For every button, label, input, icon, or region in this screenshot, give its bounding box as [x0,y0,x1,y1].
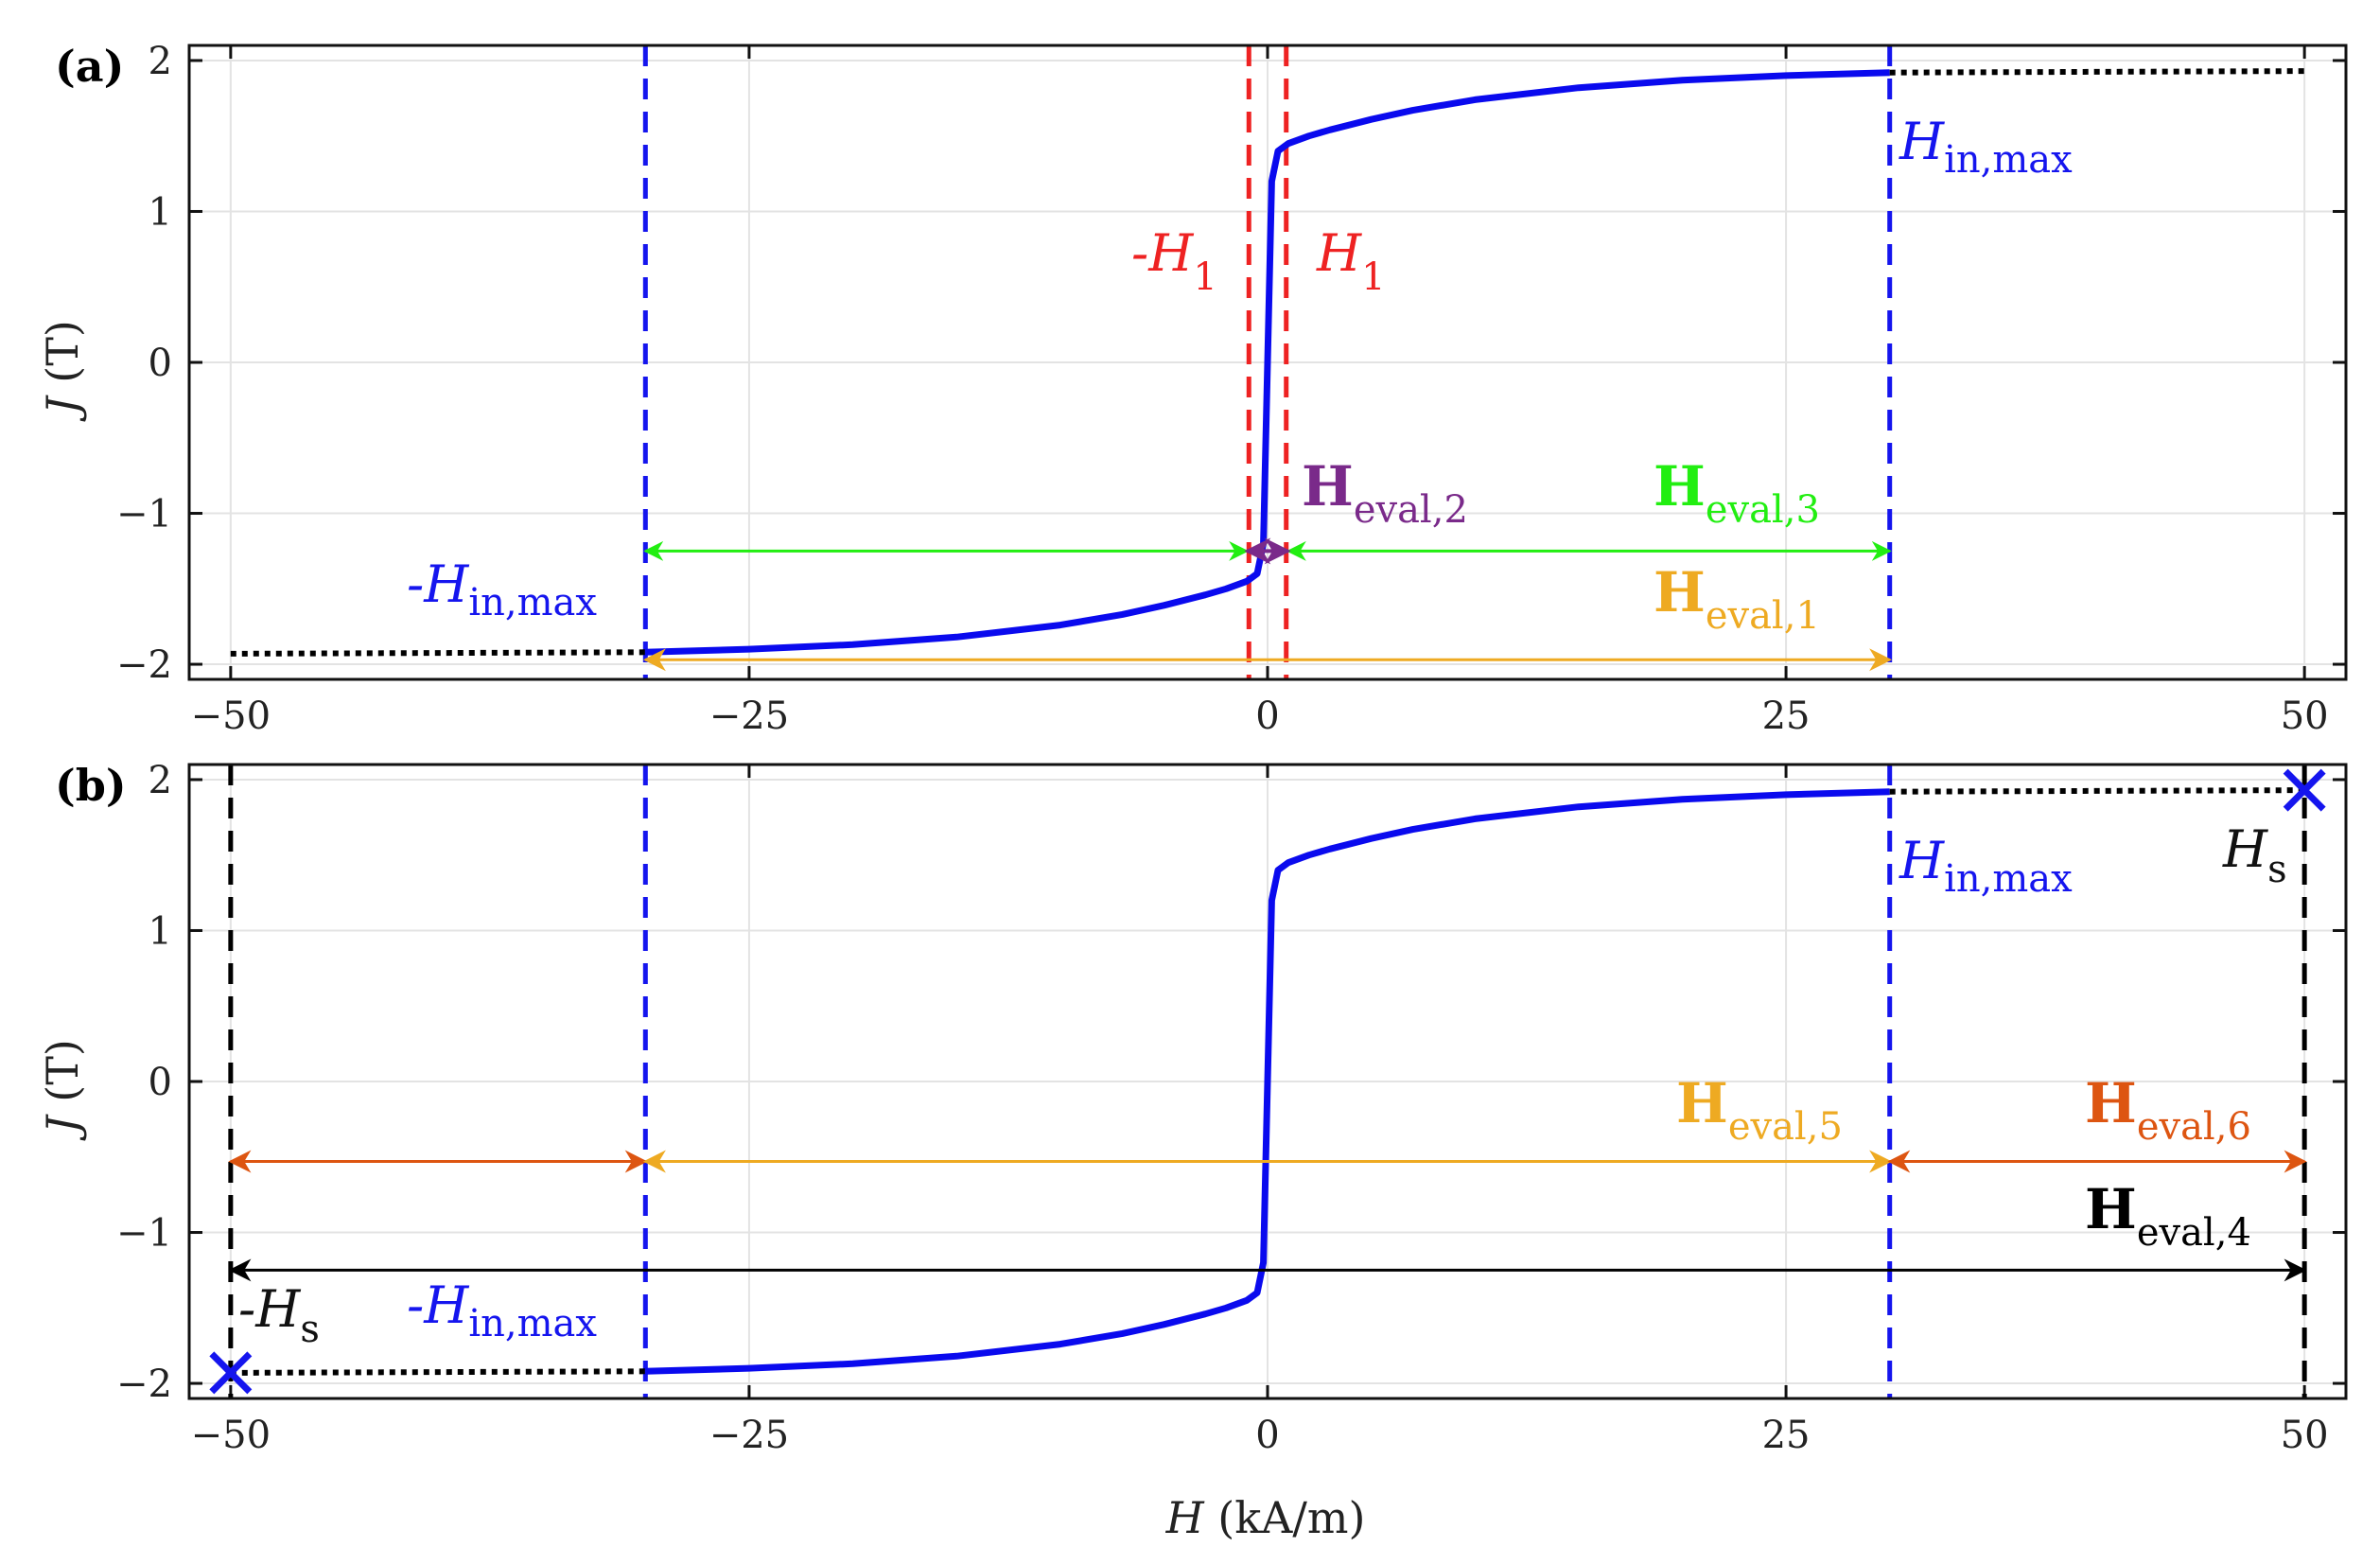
label-heval1: Heval,1 [1654,560,1820,638]
ytick-label: 0 [149,1061,172,1104]
series-dotted-extension [1889,68,2305,76]
panel-b-xlabel: H (kA/m) [1165,1492,1366,1543]
panel-b-frame [187,763,2348,1400]
ytick-label: 1 [149,190,172,234]
marker-Hs-pos-stroke2 [2283,768,2326,812]
panel-b: (b) J (T) H (kA/m) −50 −25 0 25 50 −2 −1 0 1 2 Hi… [37,759,2348,1543]
label-hs-pos: Hs [2222,819,2287,891]
label-heval2: Heval,2 [1302,454,1468,532]
xtick-label: 25 [1762,695,1811,738]
label-h-in-max-pos-b: Hin,max [1899,831,2073,901]
panel-a-ylabel: J (T) [37,320,88,422]
panel-a-series [230,68,2305,657]
label-heval4: Heval,4 [2085,1177,2251,1255]
panel-b-markers [209,768,2326,1395]
panel-b-xlabel-var: H [1165,1492,1205,1543]
xtick-label: −25 [709,695,789,738]
panel-b-series [230,787,2305,1376]
label-heval6: Heval,6 [2085,1071,2251,1149]
series-dotted-extension [230,649,646,657]
label-hs-neg: -Hs [238,1279,320,1351]
ytick-label: −1 [116,1212,172,1256]
panel-a-ylabel-unit: (T) [37,320,88,396]
marker-Hs-neg-stroke2 [209,1351,253,1395]
series-dotted-extension [230,1368,646,1376]
series-dotted-extension [1889,787,2305,795]
xtick-label: 0 [1255,1414,1279,1457]
xtick-label: −50 [191,695,271,738]
panel-a-label: (a) [55,41,124,92]
ytick-label: −1 [116,493,172,536]
ytick-label: 2 [149,759,172,802]
label-h1-neg: -H1 [1131,223,1217,299]
panel-b-label: (b) [55,760,127,811]
series-jh-curve [645,788,1890,1375]
panel-b-vlines [228,765,2307,1398]
panel-a-ylabel-var: J [37,395,88,422]
ytick-label: 2 [149,40,172,83]
panel-b-ticks: −50 −25 0 25 50 −2 −1 0 1 2 [116,759,2346,1457]
panel-a-arrows [642,537,1893,672]
label-heval5: Heval,5 [1676,1071,1843,1149]
label-h-in-max-neg-b: -Hin,max [407,1275,597,1345]
panel-a-vlines [642,45,1893,679]
ytick-label: 0 [149,342,172,385]
panel-a-frame [187,44,2348,681]
ytick-label: 1 [149,909,172,953]
series-jh-curve [645,69,1890,656]
xtick-label: 25 [1762,1414,1811,1457]
xtick-label: 50 [2281,695,2329,738]
panel-b-arrows [228,1150,2307,1282]
ytick-label: −2 [116,1363,172,1406]
label-h-in-max-pos-a: Hin,max [1899,112,2073,182]
panel-b-ylabel-var: J [37,1114,88,1141]
xtick-label: −25 [709,1414,789,1457]
xtick-label: 0 [1255,695,1279,738]
panel-a: (a) J (T) −50 −25 0 25 50 −2 −1 0 1 2 Hin,max -Hi… [37,40,2348,738]
label-heval3: Heval,3 [1654,454,1820,532]
xtick-label: −50 [191,1414,271,1457]
panel-a-ticks: −50 −25 0 25 50 −2 −1 0 1 2 [116,40,2346,738]
panel-b-xlabel-unit: (kA/m) [1204,1492,1366,1543]
panel-b-ylabel-unit: (T) [37,1039,88,1116]
label-h-in-max-neg-a: -Hin,max [407,554,597,624]
label-h1-pos: H1 [1316,223,1386,299]
panel-b-ylabel: J (T) [37,1039,88,1141]
xtick-label: 50 [2281,1414,2329,1457]
ytick-label: −2 [116,643,172,687]
